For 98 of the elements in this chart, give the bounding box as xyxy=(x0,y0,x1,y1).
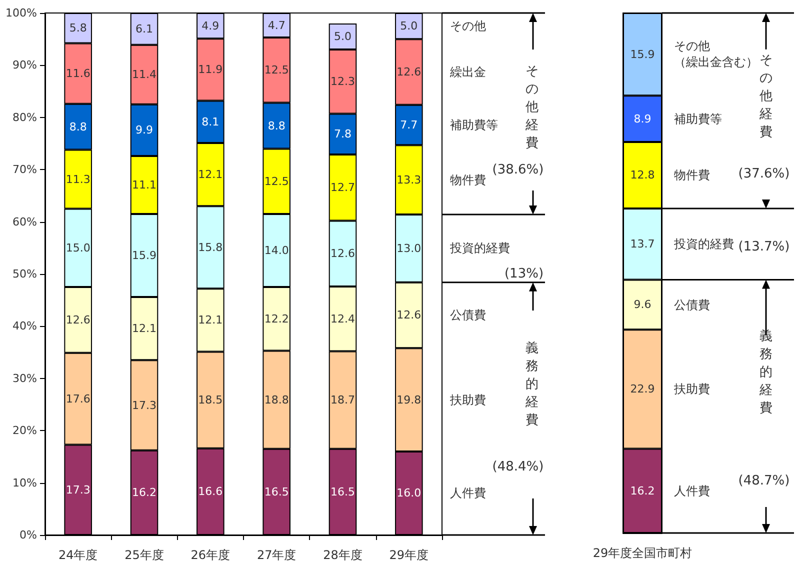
y-tick-label: 90% xyxy=(12,58,37,72)
data-label: 15.9 xyxy=(630,48,655,61)
data-label: 18.5 xyxy=(198,394,223,407)
text: (13.7%) xyxy=(738,240,790,254)
data-label: 19.8 xyxy=(396,393,422,406)
data-label: 4.7 xyxy=(268,18,286,32)
text: 義務的経費 xyxy=(759,328,773,417)
data-label: 5.0 xyxy=(400,20,418,33)
data-label: 8.9 xyxy=(634,112,652,126)
x-tick-label: 29年度 xyxy=(389,548,429,562)
data-label: 16.2 xyxy=(630,484,655,498)
data-label: 12.1 xyxy=(132,322,156,336)
data-label: 6.1 xyxy=(136,22,153,36)
data-label: 22.9 xyxy=(630,382,655,396)
data-label: 12.2 xyxy=(264,312,289,326)
series-label: その他（繰出金含む） xyxy=(674,39,758,70)
y-tick-label: 40% xyxy=(12,320,37,333)
data-label: 12.1 xyxy=(198,314,223,327)
data-label: 12.5 xyxy=(264,174,289,188)
data-label: 7.8 xyxy=(334,128,352,141)
text: (13%) xyxy=(504,266,544,282)
data-label: 15.0 xyxy=(66,241,90,254)
data-label: 12.7 xyxy=(330,181,355,194)
series-label: 人件費 xyxy=(674,482,710,499)
text: 物件費 xyxy=(450,172,486,188)
data-label: 9.6 xyxy=(634,298,652,312)
data-label: 17.6 xyxy=(66,392,90,406)
data-label: 12.4 xyxy=(330,312,355,326)
x-tick-label: 28年度 xyxy=(323,548,362,562)
y-tick-label: 80% xyxy=(12,110,37,124)
data-label: 12.3 xyxy=(330,75,355,88)
y-tick-label: 50% xyxy=(12,268,37,280)
data-label: 17.3 xyxy=(132,398,156,412)
data-label: 12.5 xyxy=(264,64,289,77)
data-label: 15.8 xyxy=(198,240,223,254)
text: 義務的経費 xyxy=(525,340,539,429)
data-label: 7.7 xyxy=(400,118,418,132)
data-label: 16.5 xyxy=(264,485,289,498)
data-label: 9.9 xyxy=(136,124,153,137)
text: 補助費等 xyxy=(450,116,498,133)
data-label: 16.2 xyxy=(132,486,156,500)
data-label: 8.8 xyxy=(268,119,286,132)
data-label: 12.6 xyxy=(396,65,422,78)
x-tick-label: 25年度 xyxy=(124,548,164,562)
text: 繰出金 xyxy=(450,64,486,80)
y-tick-label: 20% xyxy=(12,424,37,438)
data-label: 11.4 xyxy=(132,68,156,82)
series-label: 補助費等 xyxy=(674,110,722,127)
data-label: 13.7 xyxy=(630,238,655,251)
text: 人件費 xyxy=(450,485,486,502)
data-label: 13.0 xyxy=(396,242,422,255)
data-label: 16.0 xyxy=(396,486,422,500)
data-label: 12.1 xyxy=(198,168,223,182)
data-label: 14.0 xyxy=(264,244,289,258)
data-label: 13.3 xyxy=(396,173,422,186)
y-tick-label: 70% xyxy=(12,163,37,176)
text: 公債費 xyxy=(450,307,486,324)
x-tick-label: 26年度 xyxy=(190,548,230,562)
text: 投資的経費 xyxy=(450,240,510,256)
series-label: 投資的経費 xyxy=(674,236,734,252)
text: (48.7%) xyxy=(738,474,790,488)
text: 扶助費 xyxy=(450,392,486,408)
data-label: 11.3 xyxy=(66,172,90,186)
x-tick-label: 29年度全国市町村 xyxy=(592,546,692,560)
text: (38.6%) xyxy=(492,162,544,178)
data-label: 12.6 xyxy=(330,247,355,260)
x-tick-label: 24年度 xyxy=(58,548,98,562)
y-tick-label: 10% xyxy=(12,476,37,490)
y-tick-label: 30% xyxy=(12,372,37,385)
data-label: 16.5 xyxy=(330,485,355,498)
text: その他経費 xyxy=(525,62,539,152)
text: その他 xyxy=(450,18,486,34)
data-label: 4.9 xyxy=(202,19,220,32)
text: (37.6%) xyxy=(738,166,790,182)
x-tick-label: 27年度 xyxy=(256,548,296,562)
data-label: 11.1 xyxy=(132,178,156,192)
data-label: 11.6 xyxy=(66,67,90,80)
data-label: 17.3 xyxy=(66,483,90,496)
y-tick-label: 100% xyxy=(6,6,37,20)
text: その他経費 xyxy=(759,52,773,142)
data-label: 5.0 xyxy=(334,30,352,43)
data-label: 11.9 xyxy=(198,63,223,76)
series-label: 扶助費 xyxy=(674,381,710,398)
data-label: 18.8 xyxy=(264,393,289,406)
data-label: 12.8 xyxy=(630,168,655,182)
data-label: 16.6 xyxy=(198,485,223,498)
data-label: 15.9 xyxy=(132,248,156,262)
data-label: 18.7 xyxy=(330,394,355,407)
y-tick-label: 0% xyxy=(20,528,37,542)
y-tick-label: 60% xyxy=(12,215,37,228)
data-label: 5.8 xyxy=(69,22,87,35)
data-label: 12.6 xyxy=(66,313,90,326)
text: (48.4%) xyxy=(492,460,544,475)
data-label: 8.1 xyxy=(202,115,220,128)
series-label: 物件費 xyxy=(674,167,710,184)
data-label: 8.8 xyxy=(69,120,87,134)
data-label: 12.6 xyxy=(396,308,422,322)
series-label: 公債費 xyxy=(674,296,710,313)
